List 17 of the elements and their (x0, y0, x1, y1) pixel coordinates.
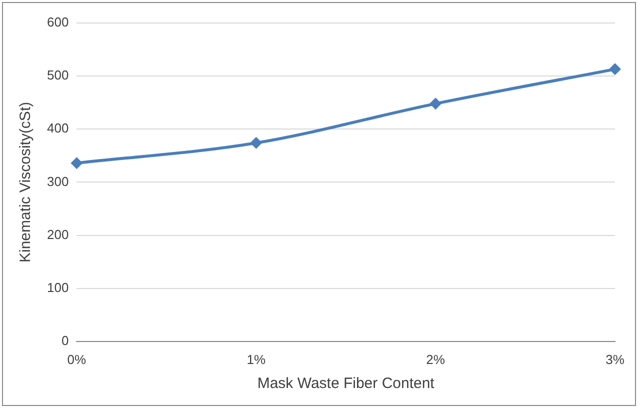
x-tick-label: 0% (67, 352, 87, 367)
y-tick-label: 0 (61, 332, 69, 348)
y-tick-label: 200 (46, 226, 69, 242)
y-tick-label: 600 (46, 14, 69, 30)
point (609, 63, 621, 76)
y-tick-label: 300 (46, 174, 69, 189)
y-tick-label: 100 (46, 280, 69, 295)
x-tick-label: 1% (246, 352, 266, 367)
point (430, 98, 442, 110)
x-tick-label: 2% (426, 352, 446, 367)
y-axis-title: Kinematic Viscosity(cSt) (17, 102, 34, 263)
point (250, 136, 262, 149)
y-tick-label: 500 (46, 68, 69, 83)
x-axis-title: Mask Waste Fiber Content (257, 375, 436, 392)
point (70, 157, 83, 170)
x-tick-label: 3% (606, 352, 625, 367)
y-tick-label: 400 (46, 120, 69, 136)
